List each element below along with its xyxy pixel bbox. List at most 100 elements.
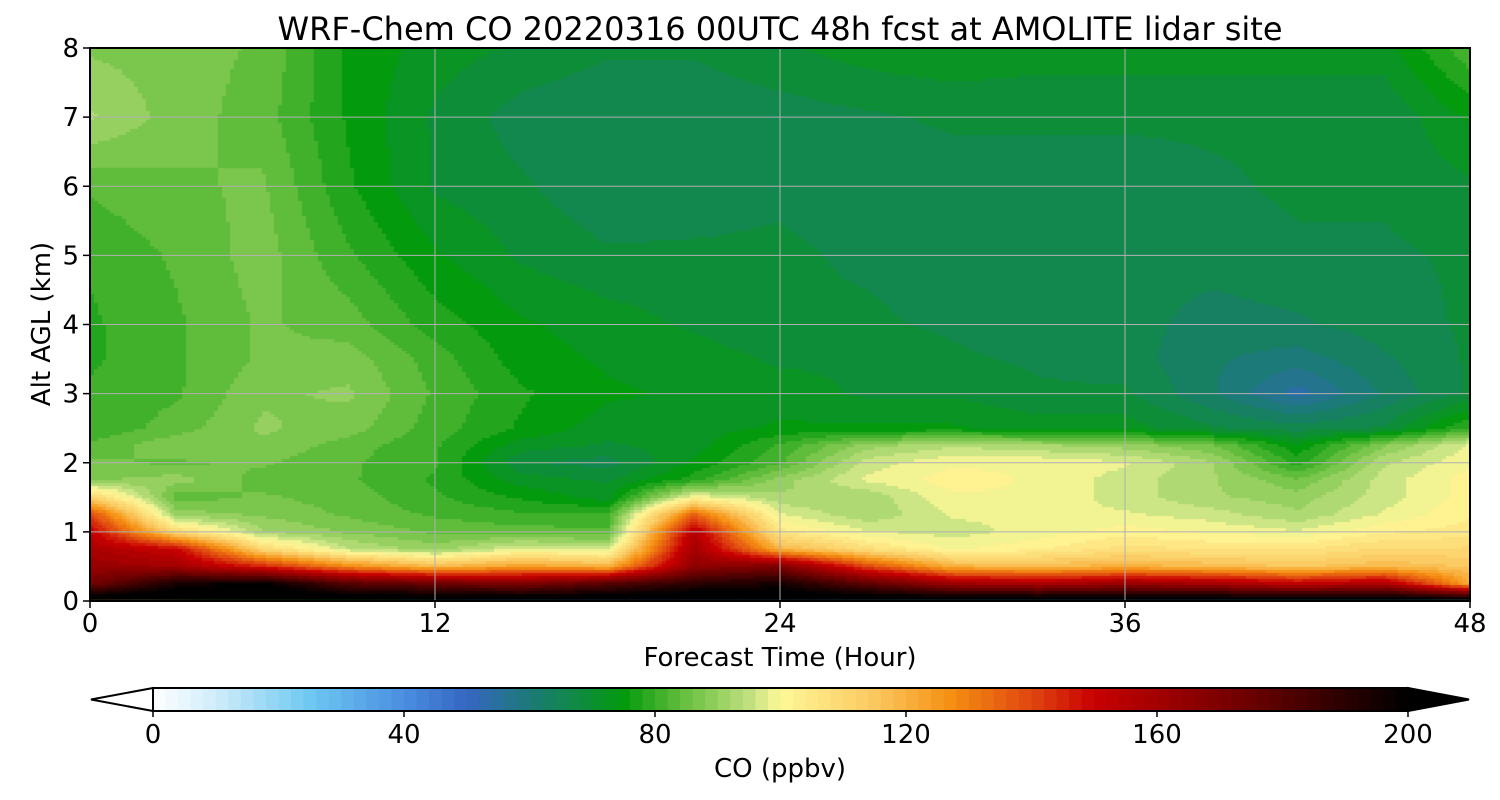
colorbar-segment xyxy=(516,688,531,711)
colorbar-segment xyxy=(742,688,756,711)
colorbar-tick-label: 200 xyxy=(1383,720,1433,750)
colorbar-segment xyxy=(1157,688,1171,711)
colorbar-segment xyxy=(642,688,656,711)
colorbar-tick-label: 40 xyxy=(387,720,420,750)
colorbar-segment xyxy=(931,688,945,711)
colorbar-segment xyxy=(1282,688,1296,711)
colorbar-segment xyxy=(717,688,731,711)
colorbar-segment xyxy=(454,688,468,711)
colorbar-segment xyxy=(880,688,895,711)
colorbar-segment xyxy=(253,688,267,711)
colorbar-segment xyxy=(1182,688,1196,711)
colorbar-segment xyxy=(153,688,167,711)
colorbar-segment xyxy=(755,688,769,711)
y-tick-label: 3 xyxy=(62,380,79,410)
colorbar-segment xyxy=(203,688,217,711)
colorbar-segment xyxy=(466,688,480,711)
colorbar-segment xyxy=(579,688,593,711)
colorbar-segment xyxy=(1018,688,1033,711)
colorbar-segment xyxy=(1232,688,1246,711)
colorbar-segment xyxy=(391,688,405,711)
colorbar-segment xyxy=(1244,688,1258,711)
colorbar-segment xyxy=(868,688,882,711)
x-axis-label: Forecast Time (Hour) xyxy=(643,643,916,673)
colorbar-segment xyxy=(1219,688,1233,711)
colorbar-segment xyxy=(1106,688,1120,711)
colorbar-segment xyxy=(1094,688,1108,711)
colorbar-segment xyxy=(328,688,342,711)
x-tick-label: 48 xyxy=(1453,609,1486,639)
colorbar-segment xyxy=(178,688,192,711)
colorbar-segment xyxy=(592,688,606,711)
y-tick-label: 4 xyxy=(62,311,79,341)
colorbar-segment xyxy=(981,688,995,711)
colorbar-segment xyxy=(943,688,957,711)
colorbar-segment xyxy=(1031,688,1045,711)
colorbar-segment xyxy=(667,688,681,711)
colorbar-segment xyxy=(165,688,179,711)
colorbar-segment xyxy=(1320,688,1334,711)
colorbar-frame xyxy=(152,687,1409,712)
colorbar-segment xyxy=(491,688,505,711)
y-tick-label: 0 xyxy=(62,587,79,617)
colorbar-segment xyxy=(1332,688,1346,711)
colorbar-tick-label: 120 xyxy=(881,720,931,750)
colorbar-segment xyxy=(529,688,543,711)
colorbar-segment xyxy=(353,688,367,711)
colorbar-segment xyxy=(228,688,242,711)
x-tick-label: 0 xyxy=(82,609,99,639)
colorbar-segment xyxy=(366,688,380,711)
colorbar-segment xyxy=(1382,688,1397,711)
y-tick-label: 7 xyxy=(62,103,79,133)
colorbar-segment xyxy=(767,688,782,711)
colorbar-segment xyxy=(1119,688,1133,711)
colorbar-segment xyxy=(968,688,982,711)
colorbar-segment xyxy=(906,688,920,711)
colorbar-segment xyxy=(278,688,292,711)
colorbar-segment xyxy=(240,688,254,711)
colorbar-segment xyxy=(1357,688,1371,711)
colorbar-segment xyxy=(504,688,518,711)
colorbar-ticks: 0 40 80 120 160 200 xyxy=(145,711,1433,750)
colorbar-segment xyxy=(265,688,280,711)
y-tick-label: 1 xyxy=(62,518,79,548)
y-axis-ticks: 0 1 2 3 4 5 6 7 8 xyxy=(62,34,90,617)
colorbar-extend-min xyxy=(90,686,154,713)
colorbar-segment xyxy=(629,688,644,711)
colorbar-segment xyxy=(215,688,229,711)
colorbar-segment xyxy=(404,688,418,711)
colorbar-segment xyxy=(705,688,719,711)
colorbar-segment xyxy=(680,688,694,711)
colorbar-segment xyxy=(1144,688,1158,711)
colorbar xyxy=(90,686,1470,713)
y-tick-label: 2 xyxy=(62,449,79,479)
colorbar-segment xyxy=(617,688,631,711)
chart-title: WRF-Chem CO 20220316 00UTC 48h fcst at A… xyxy=(277,10,1282,48)
colorbar-segment xyxy=(818,688,832,711)
colorbar-segment xyxy=(893,688,907,711)
colorbar-segment xyxy=(1395,688,1409,711)
colorbar-segment xyxy=(567,688,581,711)
colorbar-tick-label: 160 xyxy=(1132,720,1182,750)
colorbar-segment xyxy=(1081,688,1095,711)
colorbar-segment xyxy=(1056,688,1070,711)
colorbar-segment xyxy=(1194,688,1208,711)
colorbar-segment xyxy=(1069,688,1083,711)
colorbar-segment xyxy=(830,688,844,711)
colorbar-segment xyxy=(554,688,568,711)
colorbar-segment xyxy=(780,688,794,711)
colorbar-segment xyxy=(604,688,618,711)
colorbar-segment xyxy=(692,688,706,711)
colorbar-segment xyxy=(479,688,493,711)
colorbar-segment xyxy=(441,688,455,711)
x-axis-ticks: 0 12 24 36 48 xyxy=(82,601,1487,639)
x-tick-label: 12 xyxy=(418,609,451,639)
colorbar-segment xyxy=(542,688,556,711)
colorbar-segment xyxy=(1131,688,1146,711)
colorbar-segment xyxy=(303,688,317,711)
colorbar-segment xyxy=(1307,688,1321,711)
colorbar-segment xyxy=(416,688,430,711)
colorbar-segment xyxy=(843,688,857,711)
colorbar-segment xyxy=(1006,688,1020,711)
